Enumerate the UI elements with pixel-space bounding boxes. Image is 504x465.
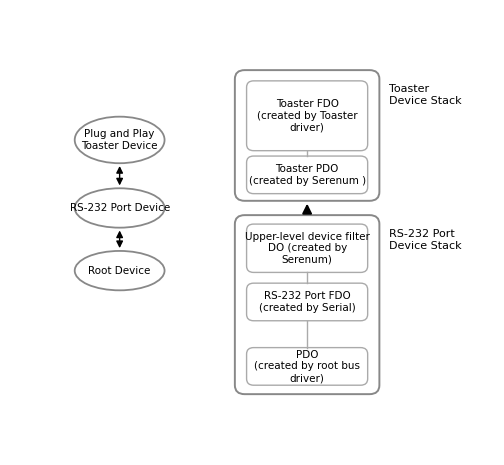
Text: RS-232 Port
Device Stack: RS-232 Port Device Stack	[389, 229, 462, 251]
Ellipse shape	[75, 188, 164, 228]
FancyBboxPatch shape	[246, 224, 367, 272]
Text: PDO
(created by root bus
driver): PDO (created by root bus driver)	[254, 350, 360, 383]
Text: Toaster FDO
(created by Toaster
driver): Toaster FDO (created by Toaster driver)	[257, 99, 357, 133]
Text: Toaster
Device Stack: Toaster Device Stack	[389, 85, 462, 106]
FancyBboxPatch shape	[246, 283, 367, 321]
Text: Upper-level device filter
DO (created by
Serenum): Upper-level device filter DO (created by…	[244, 232, 369, 265]
Ellipse shape	[75, 117, 164, 163]
Text: Toaster PDO
(created by Serenum ): Toaster PDO (created by Serenum )	[248, 164, 366, 186]
Text: RS-232 Port Device: RS-232 Port Device	[70, 203, 170, 213]
FancyBboxPatch shape	[246, 81, 367, 151]
FancyBboxPatch shape	[235, 215, 380, 394]
FancyBboxPatch shape	[246, 156, 367, 193]
Text: RS-232 Port FDO
(created by Serial): RS-232 Port FDO (created by Serial)	[259, 291, 355, 313]
FancyBboxPatch shape	[246, 348, 367, 385]
FancyBboxPatch shape	[235, 70, 380, 201]
Text: Root Device: Root Device	[88, 266, 151, 276]
Ellipse shape	[75, 251, 164, 290]
Text: Plug and Play
Toaster Device: Plug and Play Toaster Device	[81, 129, 158, 151]
